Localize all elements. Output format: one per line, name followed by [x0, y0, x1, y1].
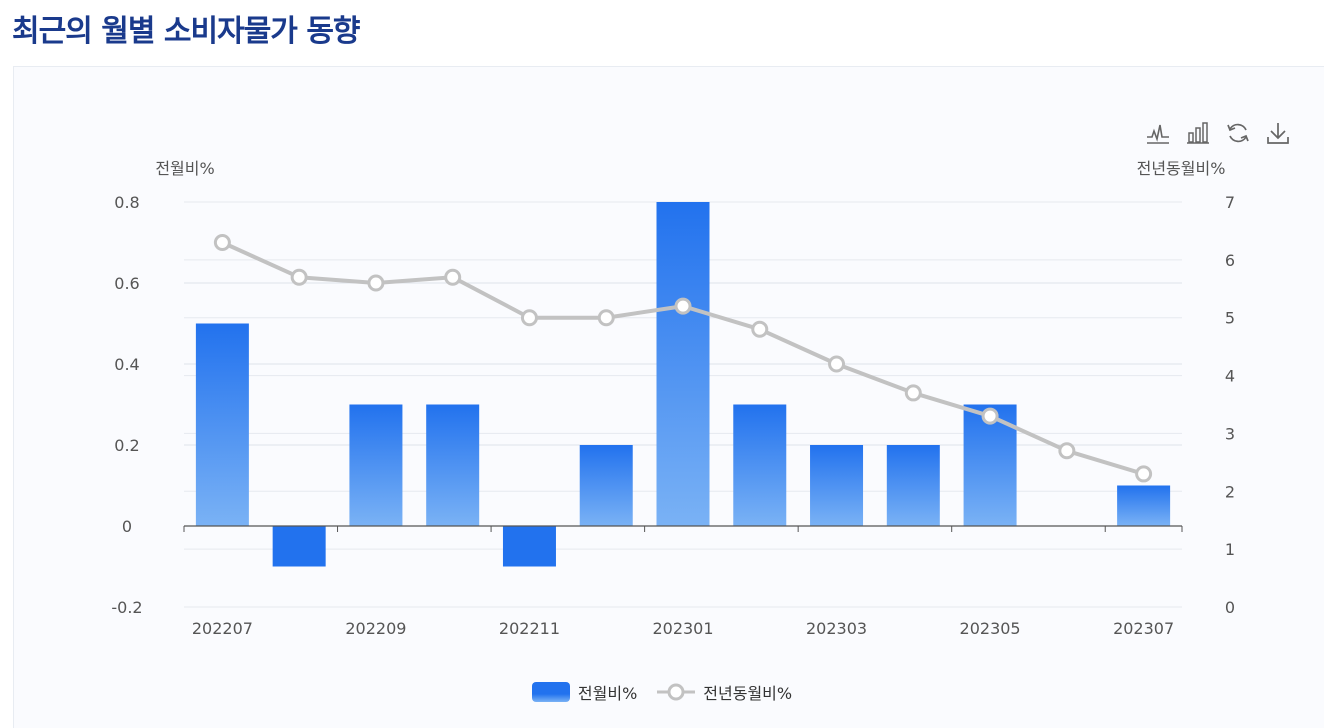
line-chart-icon[interactable] — [1145, 120, 1171, 146]
legend-line-swatch — [657, 683, 696, 701]
bar-chart-icon[interactable] — [1185, 120, 1211, 146]
page-title: 최근의 월별 소비자물가 동향 — [12, 14, 361, 49]
legend-item-month[interactable]: 전월비% — [531, 680, 638, 704]
legend-label-year: 전년동월비% — [703, 684, 793, 703]
legend-item-year[interactable]: 전년동월비% — [657, 680, 792, 704]
legend-bar-swatch — [531, 682, 570, 702]
chart-toolbar — [1145, 120, 1291, 146]
refresh-icon[interactable] — [1225, 120, 1251, 146]
legend-label-month: 전월비% — [577, 684, 638, 703]
download-icon[interactable] — [1265, 120, 1291, 146]
legend: 전월비% 전년동월비% — [0, 680, 1324, 704]
chart-card — [13, 66, 1324, 728]
